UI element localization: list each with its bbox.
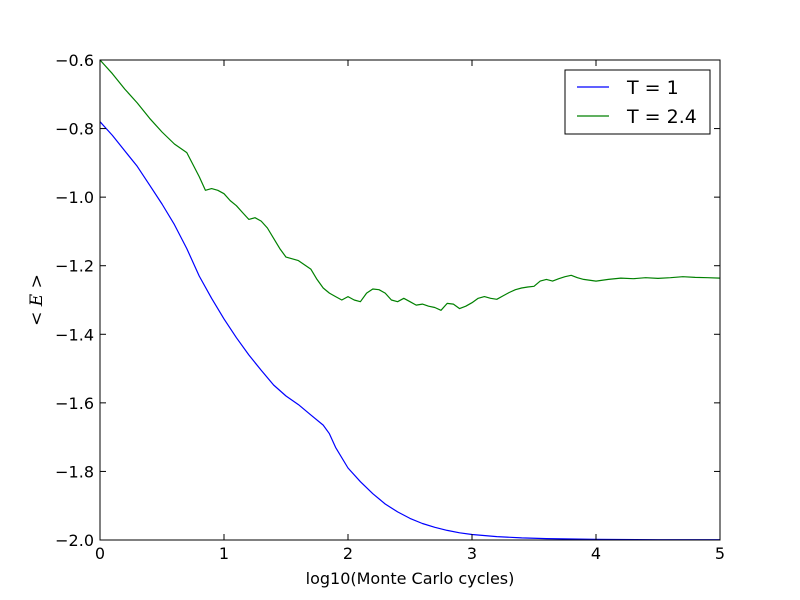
x-tick-label: 2 — [343, 544, 353, 563]
plot-frame — [99, 59, 721, 541]
series-line-1 — [99, 121, 720, 541]
series-layer — [99, 59, 721, 541]
y-tick-label: −1.6 — [55, 394, 94, 413]
y-tick-label: −1.2 — [55, 257, 94, 276]
y-tick-label: −0.6 — [55, 51, 94, 70]
y-tick-label: −1.4 — [55, 325, 94, 344]
x-tick-label: 0 — [95, 544, 105, 563]
y-tick-label: −0.8 — [55, 120, 94, 139]
y-tick-label: −1.8 — [55, 462, 94, 481]
y-tick-label: −1.0 — [55, 188, 94, 207]
y-axis-label: < E > — [27, 274, 47, 326]
y-tick-label: −2.0 — [55, 531, 94, 550]
x-tick-label: 1 — [219, 544, 229, 563]
series-line-2 — [99, 59, 721, 311]
x-tick-label: 3 — [467, 544, 477, 563]
legend-label-2: T = 2.4 — [626, 106, 697, 128]
x-tick-label: 4 — [591, 544, 601, 563]
x-tick-label: 5 — [715, 544, 725, 563]
legend-label-1: T = 1 — [626, 77, 679, 99]
x-axis-label: log10(Monte Carlo cycles) — [306, 569, 515, 588]
legend-box — [564, 69, 711, 135]
legend: T = 1 T = 2.4 — [564, 69, 711, 135]
ticks-layer: 0 1 2 3 4 5 −2.0 −1.8 −1.6 −1.4 −1.2 −1.0 −0.8 −0.6 — [55, 51, 725, 563]
